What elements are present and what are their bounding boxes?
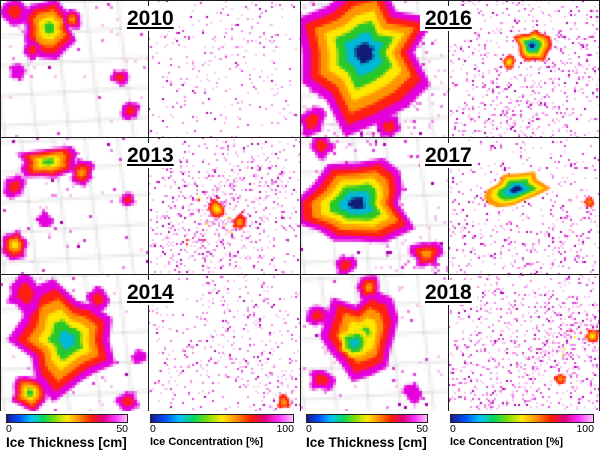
year-label-2013: 2013: [122, 143, 179, 168]
colorbar-ice-concentration-left: 0 100 Ice Concentration [%]: [150, 414, 294, 450]
ice-thickness-label: Ice Thickness [cm]: [6, 435, 127, 450]
year-label-2014: 2014: [122, 280, 179, 305]
ice-thickness-label: Ice Thickness [cm]: [306, 435, 427, 450]
colorbar-ice-concentration-right: 0 100 Ice Concentration [%]: [450, 414, 594, 450]
year-label-2017: 2017: [420, 143, 477, 168]
year-label-2018: 2018: [420, 280, 477, 305]
map-2014-ice-thickness: [0, 274, 149, 412]
tick-max: 50: [416, 423, 428, 435]
map-2016-ice-thickness: [300, 0, 449, 138]
tick-max: 100: [276, 423, 294, 435]
tick-max: 100: [576, 423, 594, 435]
tick-min: 0: [450, 423, 456, 435]
ice-concentration-colorbar-gradient: [450, 414, 594, 423]
colorbar-strip: 0 50 Ice Thickness [cm] 0 100 Ice Concen…: [0, 411, 600, 455]
tick-min: 0: [150, 423, 156, 435]
ice-concentration-label: Ice Concentration [%]: [150, 436, 264, 448]
ice-thickness-colorbar-gradient: [6, 414, 128, 423]
tick-min: 0: [306, 423, 312, 435]
colorbar-ice-thickness-right: 0 50 Ice Thickness [cm]: [306, 414, 428, 450]
colorbar-ice-thickness-left: 0 50 Ice Thickness [cm]: [6, 414, 128, 450]
year-label-2010: 2010: [122, 6, 179, 31]
year-label-2016: 2016: [420, 6, 477, 31]
map-2014-ice-concentration: [148, 274, 301, 412]
ice-concentration-label: Ice Concentration [%]: [450, 436, 564, 448]
map-2018-ice-thickness: [300, 274, 449, 412]
ice-thickness-colorbar-gradient: [306, 414, 428, 423]
tick-max: 50: [116, 423, 128, 435]
ice-concentration-colorbar-gradient: [150, 414, 294, 423]
tick-min: 0: [6, 423, 12, 435]
